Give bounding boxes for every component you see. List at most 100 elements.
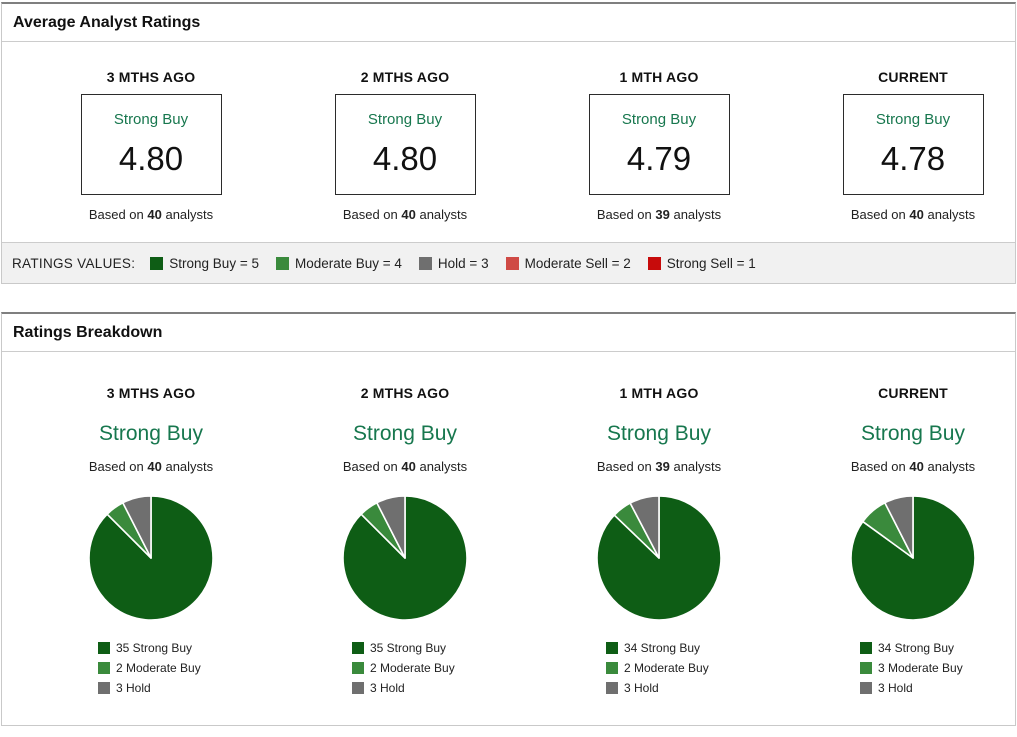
- avg-rating-column-current: CURRENT Strong Buy 4.78 Based on 40 anal…: [786, 69, 1015, 222]
- based-on-text: Based on 39 analysts: [532, 459, 786, 474]
- rating-box: Strong Buy 4.80: [334, 94, 476, 195]
- pie-legend-text: 3 Hold: [370, 681, 405, 695]
- breakdown-column-current: CURRENT Strong Buy Based on 40 analysts …: [786, 385, 1015, 701]
- pie-legend-item: 3 Moderate Buy: [860, 661, 966, 675]
- avg-rating-column-1mth: 1 MTH AGO Strong Buy 4.79 Based on 39 an…: [532, 69, 786, 222]
- based-suffix: analysts: [927, 207, 976, 222]
- rating-value: 4.79: [626, 140, 692, 177]
- based-on-text: Based on 40 analysts: [278, 207, 532, 222]
- moderate_buy-swatch: [275, 256, 289, 270]
- pie-legend-text: 3 Hold: [624, 681, 659, 695]
- analyst-count: 39: [655, 207, 670, 222]
- rating-box: Strong Buy 4.78: [842, 94, 984, 195]
- pie-legend: 34 Strong Buy 3 Moderate Buy 3 Hold: [860, 641, 966, 695]
- based-suffix: analysts: [419, 459, 468, 474]
- pie-chart: [532, 494, 786, 624]
- ratings-values-label: RATINGS VALUES:: [12, 255, 136, 271]
- avg-rating-column-3mths: 3 MTHS AGO Strong Buy 4.80 Based on 40 a…: [24, 69, 278, 222]
- hold-swatch: [860, 682, 872, 694]
- pie-legend-item: 35 Strong Buy: [98, 641, 204, 655]
- based-prefix: Based on: [850, 207, 906, 222]
- based-on-text: Based on 40 analysts: [786, 459, 1015, 474]
- period-label: 2 MTHS AGO: [360, 385, 450, 401]
- rating-value: 4.78: [880, 140, 946, 177]
- pie-legend-text: 35 Strong Buy: [116, 641, 193, 655]
- average-ratings-columns: 3 MTHS AGO Strong Buy 4.80 Based on 40 a…: [24, 42, 1015, 242]
- based-suffix: analysts: [927, 459, 976, 474]
- based-prefix: Based on: [850, 459, 906, 474]
- based-suffix: analysts: [165, 459, 214, 474]
- pie-legend-text: 3 Hold: [116, 681, 151, 695]
- moderate_buy-swatch: [860, 662, 872, 674]
- pie-legend-text: 3 Moderate Buy: [878, 661, 963, 675]
- moderate_buy-swatch: [352, 662, 364, 674]
- rating-text: Strong Buy: [875, 111, 951, 128]
- analyst-count: 40: [147, 207, 162, 222]
- based-on-text: Based on 40 analysts: [278, 459, 532, 474]
- rating-box: Strong Buy 4.79: [588, 94, 730, 195]
- moderate_buy-swatch: [606, 662, 618, 674]
- pie-legend-text: 34 Strong Buy: [878, 641, 955, 655]
- based-suffix: analysts: [673, 207, 722, 222]
- ratings-value-item: Moderate Buy = 4: [275, 256, 402, 271]
- based-prefix: Based on: [342, 207, 398, 222]
- ratings-value-item: Strong Sell = 1: [647, 256, 756, 271]
- pie-legend-item: 2 Moderate Buy: [352, 661, 458, 675]
- ratings-value-item: Strong Buy = 5: [150, 256, 259, 271]
- pie-legend-text: 3 Hold: [878, 681, 913, 695]
- strong_buy-swatch: [150, 256, 164, 270]
- pie-legend: 34 Strong Buy 2 Moderate Buy 3 Hold: [606, 641, 712, 695]
- ratings-breakdown-panel: Ratings Breakdown 3 MTHS AGO Strong Buy …: [1, 312, 1016, 726]
- pie-legend-item: 2 Moderate Buy: [98, 661, 204, 675]
- breakdown-column-1mth: 1 MTH AGO Strong Buy Based on 39 analyst…: [532, 385, 786, 701]
- period-label: 2 MTHS AGO: [360, 69, 450, 85]
- strong_buy-swatch: [98, 642, 110, 654]
- ratings-value-text: Strong Buy = 5: [169, 255, 259, 271]
- pie-legend-item: 3 Hold: [606, 681, 712, 695]
- strong_sell-swatch: [647, 256, 661, 270]
- avg-rating-column-2mths: 2 MTHS AGO Strong Buy 4.80 Based on 40 a…: [278, 69, 532, 222]
- based-prefix: Based on: [342, 459, 398, 474]
- ratings-value-item: Hold = 3: [418, 256, 489, 271]
- period-label: 3 MTHS AGO: [106, 385, 196, 401]
- pie-legend-item: 2 Moderate Buy: [606, 661, 712, 675]
- rating-text: Strong Buy: [113, 111, 189, 128]
- pie-legend-text: 2 Moderate Buy: [624, 661, 709, 675]
- pie-legend-item: 3 Hold: [352, 681, 458, 695]
- period-label: CURRENT: [878, 385, 948, 401]
- pie-legend: 35 Strong Buy 2 Moderate Buy 3 Hold: [352, 641, 458, 695]
- strong_buy-swatch: [606, 642, 618, 654]
- moderate_buy-swatch: [98, 662, 110, 674]
- pie-chart: [786, 494, 1015, 624]
- ratings-values-legend: Strong Buy = 5 Moderate Buy = 4 Hold = 3 Mo…: [150, 256, 772, 271]
- strong_buy-swatch: [352, 642, 364, 654]
- ratings-breakdown-columns: 3 MTHS AGO Strong Buy Based on 40 analys…: [24, 352, 1015, 725]
- analyst-count: 40: [147, 459, 162, 474]
- rating-text: Strong Buy: [861, 422, 965, 445]
- breakdown-column-3mths: 3 MTHS AGO Strong Buy Based on 40 analys…: [24, 385, 278, 701]
- rating-text: Strong Buy: [621, 111, 697, 128]
- based-suffix: analysts: [419, 207, 468, 222]
- period-label: 1 MTH AGO: [619, 385, 699, 401]
- hold-swatch: [606, 682, 618, 694]
- pie-legend-item: 34 Strong Buy: [860, 641, 966, 655]
- based-on-text: Based on 40 analysts: [24, 459, 278, 474]
- analyst-count: 39: [655, 459, 670, 474]
- based-on-text: Based on 40 analysts: [786, 207, 1015, 222]
- based-prefix: Based on: [596, 207, 652, 222]
- analyst-count: 40: [909, 207, 924, 222]
- strong_buy-swatch: [860, 642, 872, 654]
- pie-legend-text: 2 Moderate Buy: [116, 661, 201, 675]
- hold-swatch: [418, 256, 432, 270]
- rating-value: 4.80: [372, 140, 438, 177]
- pie-chart: [278, 494, 532, 624]
- analyst-count: 40: [401, 207, 416, 222]
- hold-swatch: [98, 682, 110, 694]
- hold-swatch: [352, 682, 364, 694]
- pie-legend-item: 3 Hold: [860, 681, 966, 695]
- breakdown-column-2mths: 2 MTHS AGO Strong Buy Based on 40 analys…: [278, 385, 532, 701]
- based-suffix: analysts: [673, 459, 722, 474]
- rating-text: Strong Buy: [367, 111, 443, 128]
- based-prefix: Based on: [88, 459, 144, 474]
- pie-legend: 35 Strong Buy 2 Moderate Buy 3 Hold: [98, 641, 204, 695]
